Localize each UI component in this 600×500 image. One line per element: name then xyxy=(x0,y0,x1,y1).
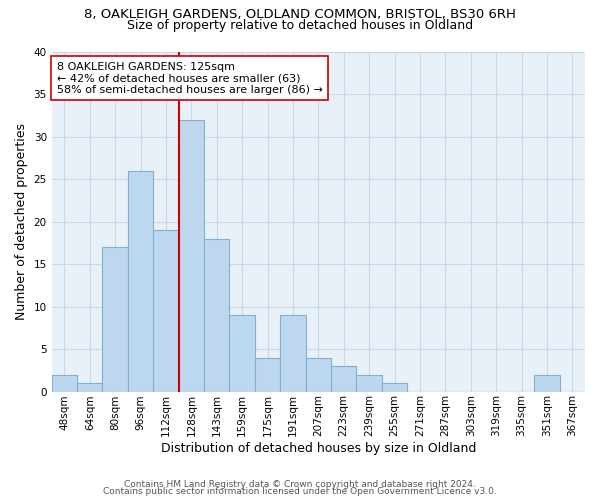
Bar xyxy=(534,374,560,392)
Bar xyxy=(356,374,382,392)
Bar xyxy=(255,358,280,392)
Text: Size of property relative to detached houses in Oldland: Size of property relative to detached ho… xyxy=(127,19,473,32)
Bar xyxy=(77,383,103,392)
Bar xyxy=(128,170,153,392)
Bar xyxy=(52,374,77,392)
Bar xyxy=(179,120,204,392)
Bar xyxy=(153,230,179,392)
Bar xyxy=(382,383,407,392)
Bar xyxy=(305,358,331,392)
Text: 8 OAKLEIGH GARDENS: 125sqm
← 42% of detached houses are smaller (63)
58% of semi: 8 OAKLEIGH GARDENS: 125sqm ← 42% of deta… xyxy=(57,62,323,95)
Bar xyxy=(331,366,356,392)
Y-axis label: Number of detached properties: Number of detached properties xyxy=(15,123,28,320)
Text: Contains public sector information licensed under the Open Government Licence v3: Contains public sector information licen… xyxy=(103,487,497,496)
X-axis label: Distribution of detached houses by size in Oldland: Distribution of detached houses by size … xyxy=(161,442,476,455)
Bar xyxy=(204,238,229,392)
Text: 8, OAKLEIGH GARDENS, OLDLAND COMMON, BRISTOL, BS30 6RH: 8, OAKLEIGH GARDENS, OLDLAND COMMON, BRI… xyxy=(84,8,516,21)
Bar xyxy=(280,315,305,392)
Bar xyxy=(103,247,128,392)
Bar xyxy=(229,315,255,392)
Text: Contains HM Land Registry data © Crown copyright and database right 2024.: Contains HM Land Registry data © Crown c… xyxy=(124,480,476,489)
